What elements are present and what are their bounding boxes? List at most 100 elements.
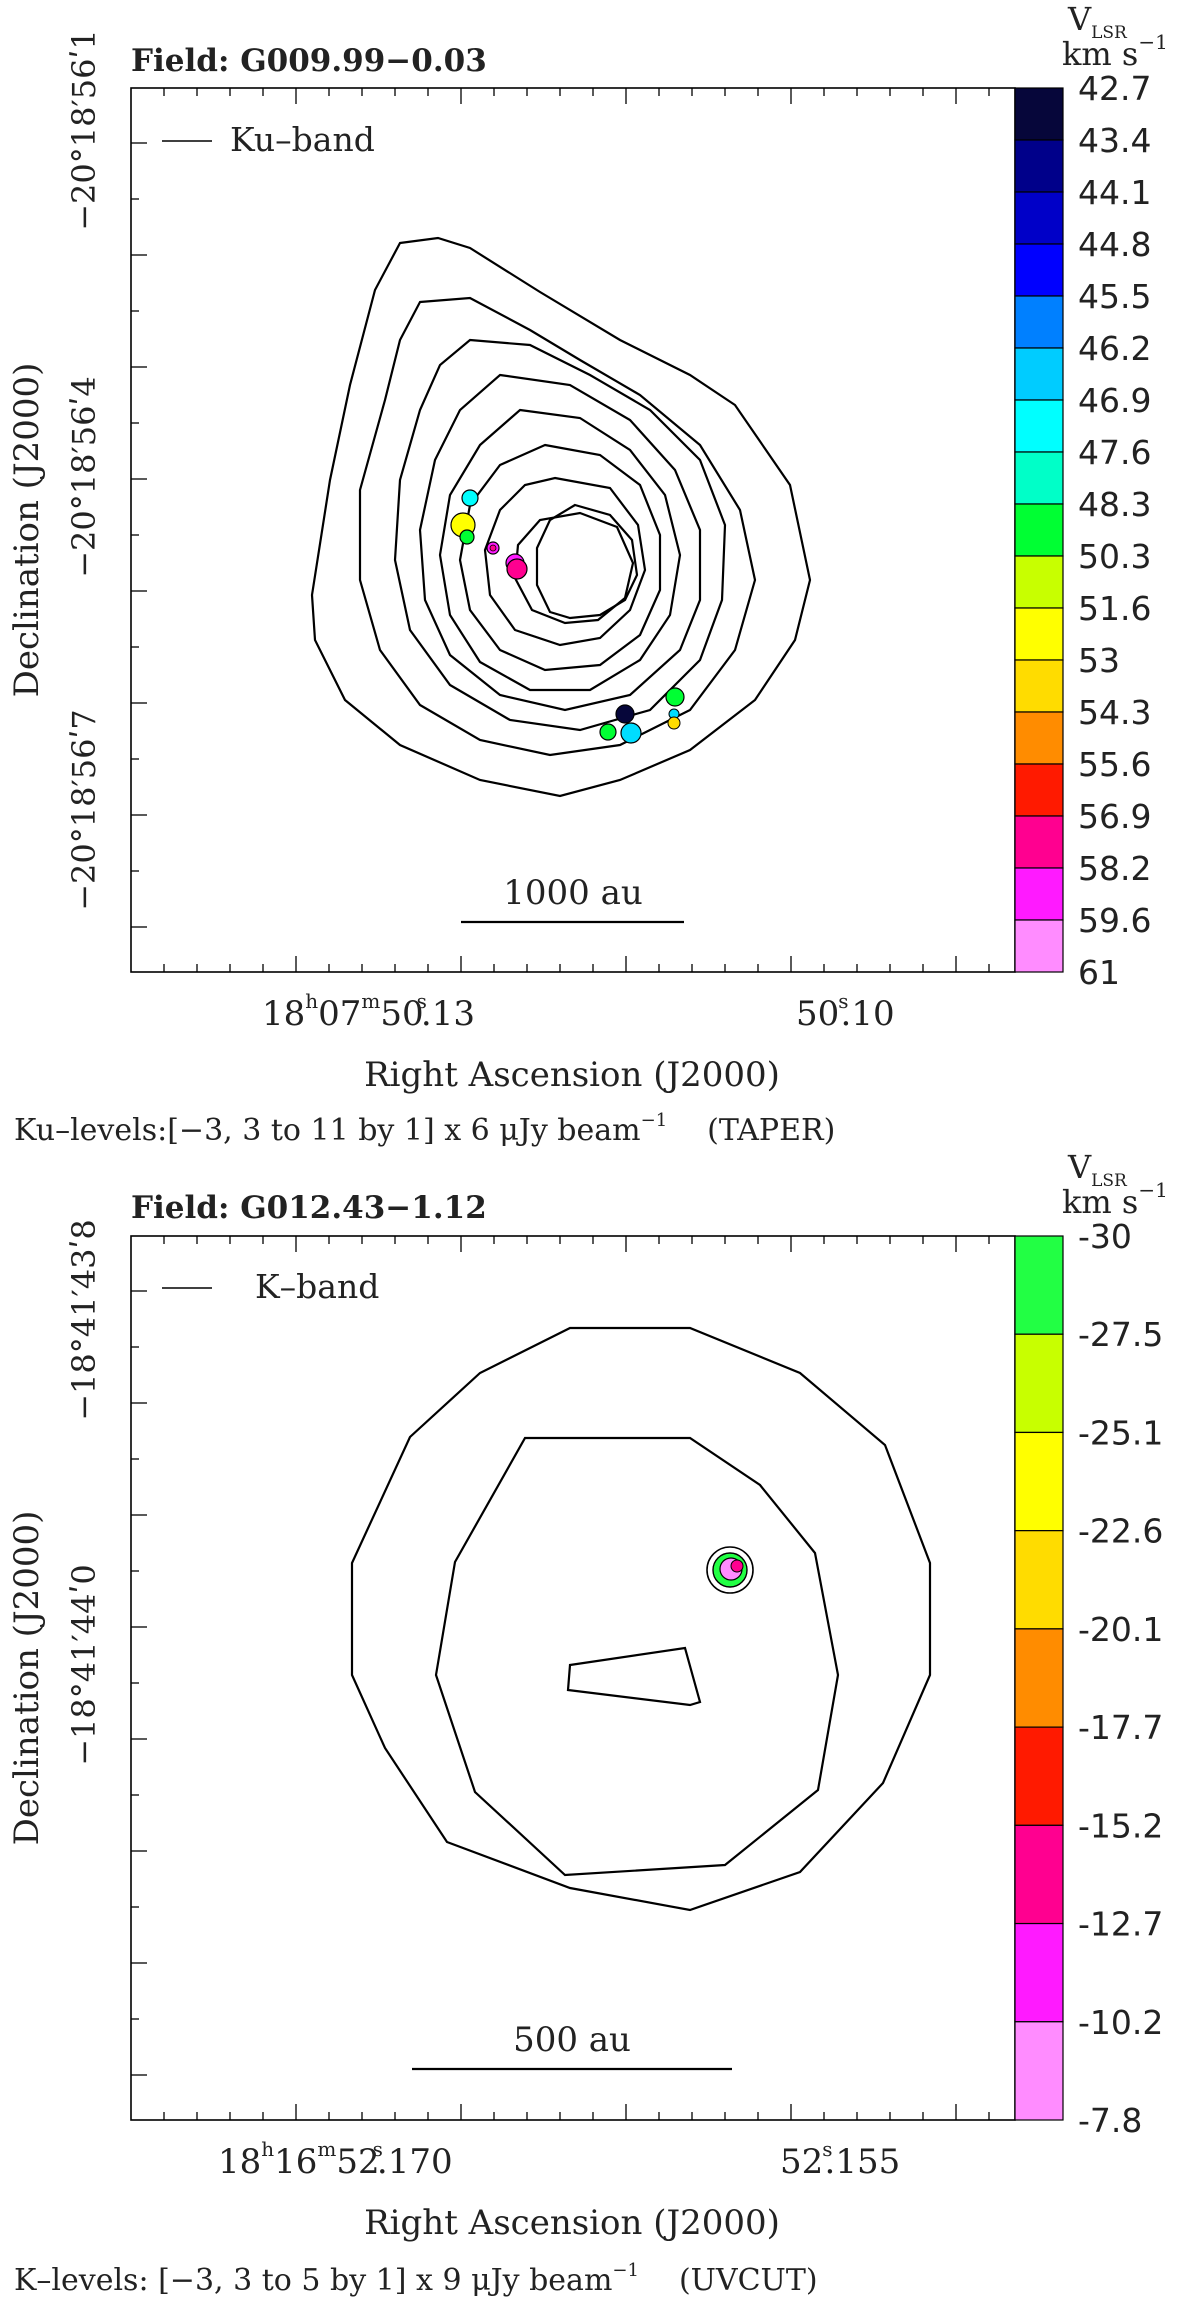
- colorbar-swatch: [1014, 555, 1064, 609]
- dec-tick-label: −20°18′56ʹ7: [65, 709, 103, 911]
- contour-level-2: [358, 296, 757, 757]
- contour-level-7: [483, 476, 647, 647]
- maser-spot[interactable]: [599, 723, 617, 741]
- colorbar-tick-label: -12.7: [1078, 1905, 1163, 1944]
- colorbar: 42.7 43.4 44.1 44.8 45.5 46.2 46.9 47.6 48.3 50.3…: [1014, 69, 1151, 992]
- colorbar-swatch: [1014, 763, 1064, 817]
- maser-spot[interactable]: [489, 544, 497, 552]
- panel-ku: Field: G009.99−0.03 VLSR km s−1 Ku–band: [7, 0, 1168, 1148]
- colorbar-tick-label: 44.8: [1078, 225, 1151, 264]
- colorbar-tick-label: 45.5: [1078, 277, 1151, 316]
- colorbar-tick-label: 48.3: [1078, 485, 1151, 524]
- legend-label: K–band: [255, 1267, 379, 1306]
- colorbar-tick-label: 56.9: [1078, 797, 1151, 836]
- maser-spot[interactable]: [461, 489, 479, 507]
- axis-ticks: [131, 88, 990, 972]
- colorbar-swatch: [1014, 295, 1064, 349]
- colorbar-tick-label: -17.7: [1078, 1708, 1163, 1747]
- colorbar-tick-label: 44.1: [1078, 173, 1151, 212]
- contour-level-3: [393, 338, 727, 732]
- colorbar-tick-label: -20.1: [1078, 1610, 1163, 1649]
- colorbar-tick-label: 43.4: [1078, 121, 1151, 160]
- colorbar-swatch: [1014, 607, 1064, 661]
- contour-level-1: [310, 236, 812, 798]
- colorbar-tick-label: -25.1: [1078, 1413, 1163, 1452]
- colorbar-swatch: [1014, 1530, 1064, 1630]
- colorbar-swatch: [1014, 659, 1064, 713]
- colorbar-tick-label: 42.7: [1078, 69, 1151, 108]
- colorbar-swatch: [1014, 1431, 1064, 1532]
- colorbar-swatch: [1014, 399, 1064, 453]
- maser-spot[interactable]: [667, 716, 681, 730]
- colorbar-tick-label: -30: [1078, 1217, 1132, 1256]
- colorbar-swatch: [1014, 503, 1064, 557]
- colorbar-tick-label: 58.2: [1078, 849, 1151, 888]
- scale-bar-label: 500 au: [513, 2020, 631, 2060]
- ra-tick-label: 52s.155: [780, 2137, 900, 2182]
- colorbar-swatch: [1014, 451, 1064, 505]
- colorbar-swatch: [1014, 919, 1064, 973]
- colorbar-swatch: [1014, 867, 1064, 921]
- panel-k: Field: G012.43−1.12 VLSR km s−1 K–band 5…: [7, 1148, 1168, 2298]
- colorbar-tick-label: 46.9: [1078, 381, 1151, 420]
- vlsr-units: km s−1: [1062, 1178, 1168, 1221]
- dec-tick-label: −20°18′56ʹ1: [65, 29, 103, 231]
- ra-tick-label: 18h07m50s.13: [262, 989, 475, 1034]
- colorbar-swatch: [1014, 87, 1064, 141]
- colorbar-swatch: [1014, 243, 1064, 297]
- colorbar-tick-label: 55.6: [1078, 745, 1151, 784]
- y-axis-label: Declination (J2000): [7, 1511, 47, 1846]
- colorbar-tick-label: 50.3: [1078, 537, 1151, 576]
- maser-spot[interactable]: [459, 529, 475, 545]
- contour-level-8: [513, 511, 635, 625]
- contour-level-2: [434, 1436, 840, 1877]
- plot-area: [130, 87, 1016, 973]
- scale-bar-label: 1000 au: [503, 873, 643, 913]
- x-axis-label: Right Ascension (J2000): [364, 2203, 780, 2243]
- colorbar-tick-label: 59.6: [1078, 901, 1151, 940]
- ra-tick-label: 50s.10: [796, 989, 895, 1034]
- contours: [350, 1326, 932, 1912]
- colorbar-swatch: [1014, 1235, 1064, 1335]
- legend-label: Ku–band: [230, 120, 375, 159]
- colorbar-tick-label: 51.6: [1078, 589, 1151, 628]
- colorbar-tick-label: -7.8: [1078, 2101, 1142, 2140]
- colorbar-swatch: [1014, 2021, 1064, 2121]
- colorbar-tick-label: 54.3: [1078, 693, 1151, 732]
- panel-title: Field: G012.43−1.12: [131, 1190, 487, 1226]
- colorbar-swatch: [1014, 711, 1064, 765]
- vlsr-units: km s−1: [1062, 30, 1168, 73]
- plot-frame: [130, 87, 1016, 973]
- ra-tick-label: 18h16m52s.170: [218, 2137, 453, 2182]
- colorbar: -30 -27.5 -25.1 -22.6 -20.1 -17.7 -15.2 -12.7 -1…: [1014, 1217, 1163, 2140]
- colorbar-tick-label: -27.5: [1078, 1315, 1163, 1354]
- maser-spot[interactable]: [506, 558, 528, 580]
- colorbar-tick-label: 53: [1078, 641, 1120, 680]
- colorbar-swatch: [1014, 815, 1064, 869]
- colorbar-swatch: [1014, 1628, 1064, 1728]
- colorbar-tick-label: -10.2: [1078, 2003, 1163, 2042]
- colorbar-swatch: [1014, 347, 1064, 401]
- maser-spot[interactable]: [615, 704, 635, 724]
- axis-ticks: [131, 1236, 990, 2120]
- contour-level-3: [566, 1646, 702, 1707]
- dec-tick-label: −18°41′44ʹ0: [65, 1564, 103, 1766]
- colorbar-tick-label: 61: [1078, 953, 1120, 992]
- colorbar-swatch: [1014, 1726, 1064, 1826]
- vlsr-label: VLSR: [1067, 1148, 1128, 1191]
- colorbar-swatch: [1014, 1333, 1064, 1434]
- maser-spot[interactable]: [665, 687, 685, 707]
- maser-spot[interactable]: [620, 722, 642, 744]
- colorbar-swatch: [1014, 1824, 1064, 1925]
- colorbar-swatch: [1014, 191, 1064, 245]
- contour-level-4: [418, 373, 702, 712]
- maser-spots: [706, 1546, 754, 1594]
- colorbar-swatch: [1014, 139, 1064, 193]
- contours: [310, 236, 812, 798]
- vlsr-label: VLSR: [1067, 0, 1128, 43]
- y-axis-label: Declination (J2000): [7, 363, 47, 698]
- panel-title: Field: G009.99−0.03: [131, 43, 487, 79]
- maser-spot[interactable]: [730, 1559, 744, 1573]
- colorbar-tick-label: -22.6: [1078, 1512, 1163, 1551]
